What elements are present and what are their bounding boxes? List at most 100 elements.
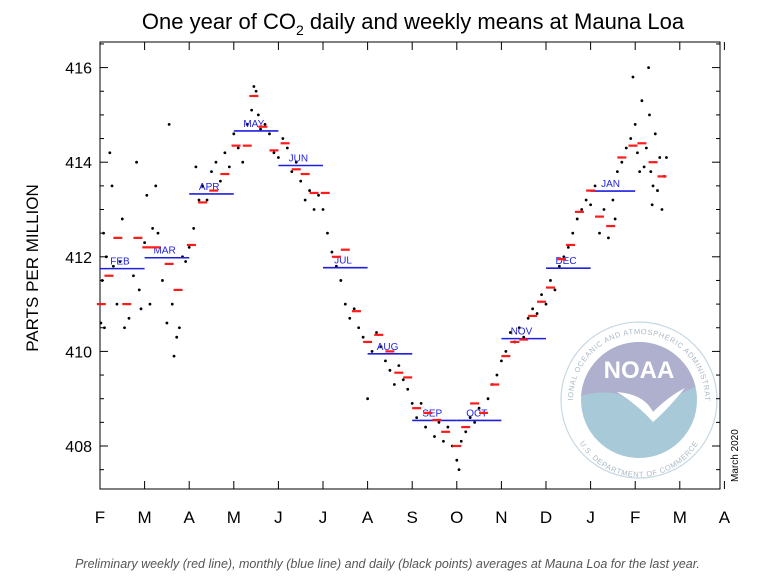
daily-point [330,250,334,254]
noaa-logo: NOAA NATIONAL OCEANIC AND ATMOSPHERIC AD… [560,321,718,479]
daily-point [272,151,276,155]
daily-point [165,321,169,325]
daily-point [500,359,503,363]
date-note: March 2020 [730,429,741,482]
daily-point [232,132,236,136]
daily-point [384,359,387,363]
daily-point [250,108,254,112]
daily-point [473,420,477,424]
daily-point [352,307,356,311]
x-tick-label: J [586,508,595,527]
daily-point [361,335,365,339]
daily-point [151,227,155,230]
daily-point [580,208,584,211]
daily-point [175,335,179,339]
month-label: DEC [555,256,576,267]
month-label: AUG [377,342,399,353]
daily-point [172,354,176,358]
daily-point [375,331,378,334]
daily-point [424,425,427,429]
daily-point [557,264,561,268]
daily-point [123,326,126,330]
daily-point [658,156,662,159]
month-label: SEP [422,408,442,419]
daily-point [401,378,405,382]
month-label: FEB [110,257,130,268]
daily-point [259,127,262,131]
daily-point [442,439,445,443]
daily-point [317,193,320,197]
month-label: JUL [334,256,352,267]
daily-point [508,331,512,334]
daily-point [651,184,655,188]
daily-point [366,397,369,401]
daily-point [214,160,218,164]
daily-point [660,208,664,211]
daily-point [644,146,648,150]
daily-point [281,137,285,140]
daily-point [665,156,668,159]
daily-point [312,208,316,211]
daily-point [455,458,459,462]
daily-point [544,302,548,306]
chart-caption: Preliminary weekly (red line), monthly (… [75,557,700,571]
daily-point [566,245,570,249]
daily-point [303,198,307,202]
y-tick-label: 410 [65,344,92,361]
x-tick-label: O [450,508,463,527]
month-label: MAR [153,246,175,257]
daily-point [446,425,450,429]
daily-point [154,184,158,188]
daily-point [611,198,615,202]
daily-point [607,236,610,240]
daily-point [642,165,646,169]
daily-point [464,430,468,434]
daily-point [343,302,347,306]
x-tick-label: J [319,508,328,527]
daily-point [187,245,191,249]
x-tick-label: S [407,508,418,527]
daily-point [103,326,106,330]
daily-point [110,184,114,188]
daily-point [624,146,628,150]
daily-point [406,387,410,391]
daily-point [135,160,138,164]
x-tick-label: M [673,508,687,527]
daily-point [633,122,637,126]
daily-point [268,132,271,136]
daily-point [339,279,343,282]
daily-point [104,255,108,259]
daily-point [647,66,650,69]
daily-point [299,179,303,183]
daily-point [161,279,164,282]
daily-point [531,307,535,311]
daily-point [584,198,588,202]
daily-point [459,439,463,443]
daily-point [277,156,280,159]
daily-point [379,345,383,349]
chart-title: One year of CO2 daily and weekly means a… [142,9,685,38]
month-label: JUN [289,154,308,165]
daily-point [263,122,267,126]
month-label: OCT [466,408,487,419]
daily-point [148,302,152,306]
month-label: APR [199,182,220,193]
daily-point [184,260,188,263]
daily-point [549,279,552,282]
daily-point [656,189,659,192]
daily-point [100,279,104,282]
daily-point [486,397,490,401]
daily-point [392,383,396,386]
daily-point [638,170,642,174]
y-tick-label: 416 [65,61,92,78]
x-tick-label: A [719,508,731,527]
daily-point [593,184,597,188]
daily-point [419,402,423,405]
x-tick-label: N [495,508,507,527]
daily-point [468,416,472,420]
daily-point [120,217,124,221]
daily-point [388,368,392,372]
daily-point [254,89,258,93]
daily-point [629,137,633,140]
daily-point [571,231,575,235]
